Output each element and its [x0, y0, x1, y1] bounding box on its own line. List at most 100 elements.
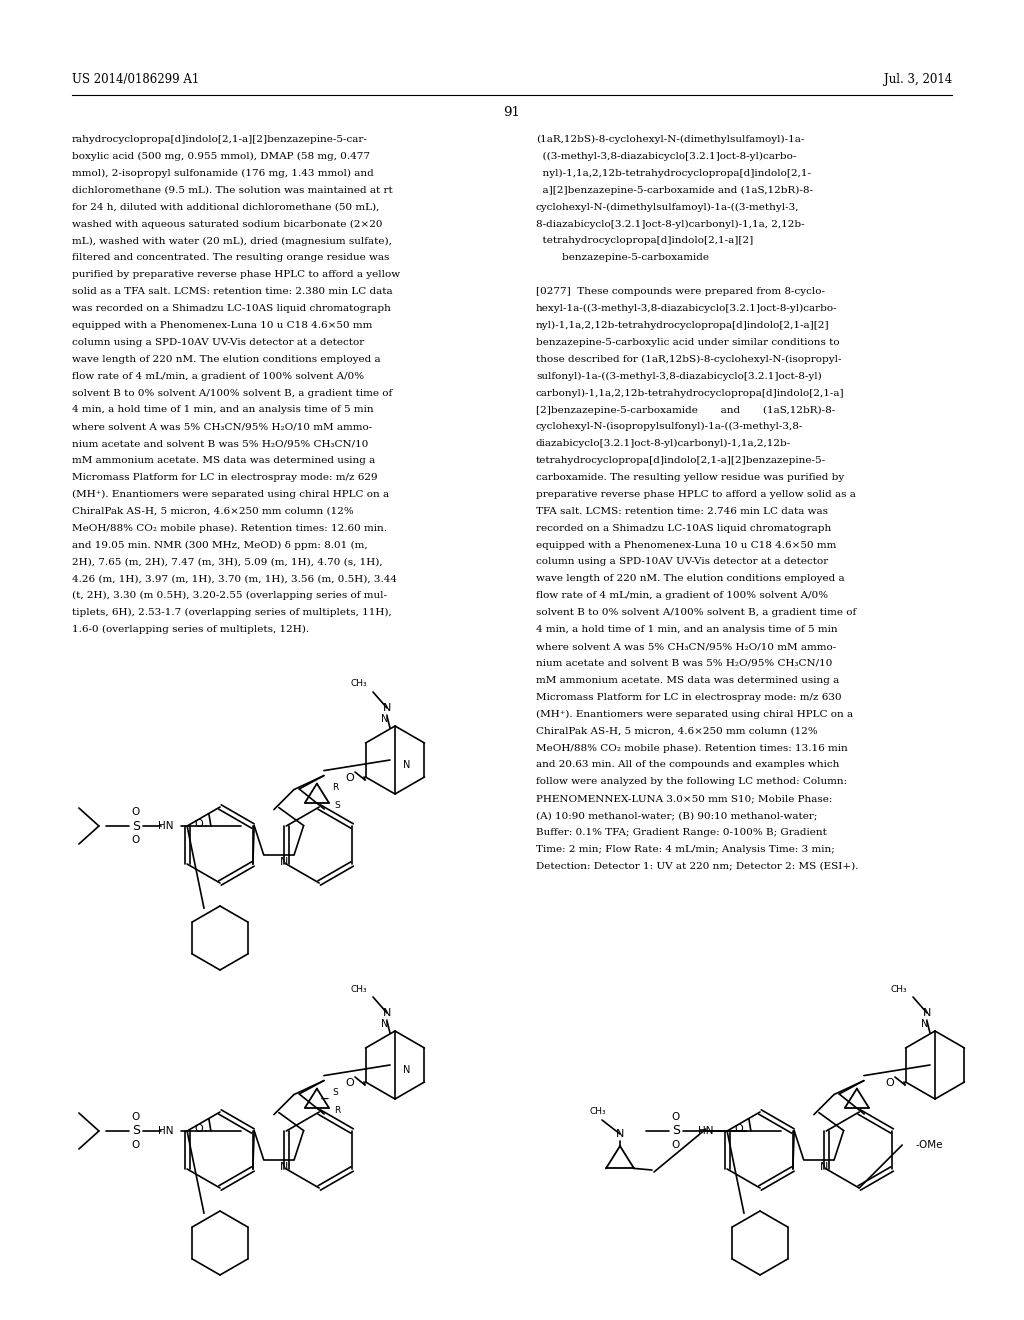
Text: R: R — [332, 783, 338, 792]
Text: O: O — [734, 1125, 743, 1134]
Text: CH₃: CH₃ — [590, 1107, 606, 1117]
Text: CH₃: CH₃ — [350, 680, 367, 689]
Text: 4 min, a hold time of 1 min, and an analysis time of 5 min: 4 min, a hold time of 1 min, and an anal… — [72, 405, 374, 414]
Text: Micromass Platform for LC in electrospray mode: m/z 629: Micromass Platform for LC in electrospra… — [72, 473, 378, 482]
Text: (MH⁺). Enantiomers were separated using chiral HPLC on a: (MH⁺). Enantiomers were separated using … — [72, 490, 389, 499]
Text: wave length of 220 nM. The elution conditions employed a: wave length of 220 nM. The elution condi… — [72, 355, 381, 364]
Text: O: O — [132, 1111, 140, 1122]
Text: Detection: Detector 1: UV at 220 nm; Detector 2: MS (ESI+).: Detection: Detector 1: UV at 220 nm; Det… — [536, 862, 858, 871]
Text: -OMe: -OMe — [915, 1140, 943, 1150]
Text: TFA salt. LCMS: retention time: 2.746 min LC data was: TFA salt. LCMS: retention time: 2.746 mi… — [536, 507, 828, 516]
Text: sulfonyl)-1a-((3-methyl-3,8-diazabicyclo[3.2.1]oct-8-yl): sulfonyl)-1a-((3-methyl-3,8-diazabicyclo… — [536, 372, 821, 380]
Text: O: O — [132, 807, 140, 817]
Text: N: N — [381, 714, 389, 723]
Text: tiplets, 6H), 2.53-1.7 (overlapping series of multiplets, 11H),: tiplets, 6H), 2.53-1.7 (overlapping seri… — [72, 609, 392, 618]
Text: Buffer: 0.1% TFA; Gradient Range: 0-100% B; Gradient: Buffer: 0.1% TFA; Gradient Range: 0-100%… — [536, 828, 826, 837]
Text: dichloromethane (9.5 mL). The solution was maintained at rt: dichloromethane (9.5 mL). The solution w… — [72, 186, 393, 195]
Text: and 20.63 min. All of the compounds and examples which: and 20.63 min. All of the compounds and … — [536, 760, 840, 770]
Text: equipped with a Phenomenex-Luna 10 u C18 4.6×50 mm: equipped with a Phenomenex-Luna 10 u C18… — [536, 541, 837, 549]
Text: N: N — [615, 1129, 625, 1139]
Text: O: O — [346, 1078, 354, 1088]
Text: N: N — [820, 1162, 828, 1172]
Text: O: O — [672, 1140, 680, 1150]
Text: column using a SPD-10AV UV-Vis detector at a detector: column using a SPD-10AV UV-Vis detector … — [536, 557, 828, 566]
Text: a][2]benzazepine-5-carboxamide and (1aS,12bR)-8-: a][2]benzazepine-5-carboxamide and (1aS,… — [536, 186, 813, 195]
Text: solvent B to 0% solvent A/100% solvent B, a gradient time of: solvent B to 0% solvent A/100% solvent B… — [536, 609, 856, 618]
Text: CH₃: CH₃ — [350, 985, 367, 994]
Text: N: N — [923, 1008, 931, 1018]
Text: O: O — [132, 1140, 140, 1150]
Text: S: S — [672, 1125, 680, 1138]
Text: recorded on a Shimadzu LC-10AS liquid chromatograph: recorded on a Shimadzu LC-10AS liquid ch… — [536, 524, 831, 533]
Text: flow rate of 4 mL/min, a gradient of 100% solvent A/0%: flow rate of 4 mL/min, a gradient of 100… — [536, 591, 828, 601]
Text: tetrahydrocyclopropa[d]indolo[2,1-a][2]benzazepine-5-: tetrahydrocyclopropa[d]indolo[2,1-a][2]b… — [536, 457, 826, 465]
Text: column using a SPD-10AV UV-Vis detector at a detector: column using a SPD-10AV UV-Vis detector … — [72, 338, 365, 347]
Text: O: O — [195, 818, 204, 829]
Text: (t, 2H), 3.30 (m 0.5H), 3.20-2.55 (overlapping series of mul-: (t, 2H), 3.30 (m 0.5H), 3.20-2.55 (overl… — [72, 591, 387, 601]
Text: CH₃: CH₃ — [891, 985, 907, 994]
Text: tetrahydrocyclopropa[d]indolo[2,1-a][2]: tetrahydrocyclopropa[d]indolo[2,1-a][2] — [536, 236, 754, 246]
Text: Jul. 3, 2014: Jul. 3, 2014 — [884, 74, 952, 87]
Text: nyl)-1,1a,2,12b-tetrahydrocyclopropa[d]indolo[2,1-a][2]: nyl)-1,1a,2,12b-tetrahydrocyclopropa[d]i… — [536, 321, 829, 330]
Text: (MH⁺). Enantiomers were separated using chiral HPLC on a: (MH⁺). Enantiomers were separated using … — [536, 710, 853, 718]
Text: boxylic acid (500 mg, 0.955 mmol), DMAP (58 mg, 0.477: boxylic acid (500 mg, 0.955 mmol), DMAP … — [72, 152, 370, 161]
Text: cyclohexyl-N-(isopropylsulfonyl)-1a-((3-methyl-3,8-: cyclohexyl-N-(isopropylsulfonyl)-1a-((3-… — [536, 422, 804, 432]
Text: N: N — [383, 704, 391, 713]
Text: nium acetate and solvent B was 5% H₂O/95% CH₃CN/10: nium acetate and solvent B was 5% H₂O/95… — [536, 659, 833, 668]
Text: O: O — [346, 774, 354, 783]
Text: and 19.05 min. NMR (300 MHz, MeOD) δ ppm: 8.01 (m,: and 19.05 min. NMR (300 MHz, MeOD) δ ppm… — [72, 541, 368, 549]
Text: where solvent A was 5% CH₃CN/95% H₂O/10 mM ammo-: where solvent A was 5% CH₃CN/95% H₂O/10 … — [72, 422, 373, 432]
Text: wave length of 220 nM. The elution conditions employed a: wave length of 220 nM. The elution condi… — [536, 574, 845, 583]
Text: N: N — [383, 1008, 391, 1018]
Text: solid as a TFA salt. LCMS: retention time: 2.380 min LC data: solid as a TFA salt. LCMS: retention tim… — [72, 286, 392, 296]
Text: for 24 h, diluted with additional dichloromethane (50 mL),: for 24 h, diluted with additional dichlo… — [72, 202, 379, 211]
Text: N: N — [280, 1162, 288, 1172]
Text: equipped with a Phenomenex-Luna 10 u C18 4.6×50 mm: equipped with a Phenomenex-Luna 10 u C18… — [72, 321, 373, 330]
Text: N: N — [922, 1019, 929, 1030]
Text: mL), washed with water (20 mL), dried (magnesium sulfate),: mL), washed with water (20 mL), dried (m… — [72, 236, 392, 246]
Text: N: N — [403, 760, 411, 770]
Text: MeOH/88% CO₂ mobile phase). Retention times: 13.16 min: MeOH/88% CO₂ mobile phase). Retention ti… — [536, 743, 848, 752]
Text: 4.26 (m, 1H), 3.97 (m, 1H), 3.70 (m, 1H), 3.56 (m, 0.5H), 3.44: 4.26 (m, 1H), 3.97 (m, 1H), 3.70 (m, 1H)… — [72, 574, 397, 583]
Text: filtered and concentrated. The resulting orange residue was: filtered and concentrated. The resulting… — [72, 253, 389, 263]
Text: diazabicyclo[3.2.1]oct-8-yl)carbonyl)-1,1a,2,12b-: diazabicyclo[3.2.1]oct-8-yl)carbonyl)-1,… — [536, 440, 792, 449]
Text: solvent B to 0% solvent A/100% solvent B, a gradient time of: solvent B to 0% solvent A/100% solvent B… — [72, 388, 392, 397]
Text: was recorded on a Shimadzu LC-10AS liquid chromatograph: was recorded on a Shimadzu LC-10AS liqui… — [72, 304, 391, 313]
Text: N: N — [280, 857, 288, 867]
Text: S: S — [132, 820, 140, 833]
Text: O: O — [672, 1111, 680, 1122]
Text: MeOH/88% CO₂ mobile phase). Retention times: 12.60 min.: MeOH/88% CO₂ mobile phase). Retention ti… — [72, 524, 387, 533]
Text: 1.6-0 (overlapping series of multiplets, 12H).: 1.6-0 (overlapping series of multiplets,… — [72, 626, 309, 634]
Text: HN: HN — [159, 821, 174, 832]
Text: [0277]  These compounds were prepared from 8-cyclo-: [0277] These compounds were prepared fro… — [536, 286, 825, 296]
Text: purified by preparative reverse phase HPLC to afford a yellow: purified by preparative reverse phase HP… — [72, 271, 400, 280]
Text: rahydrocyclopropa[d]indolo[2,1-a][2]benzazepine-5-car-: rahydrocyclopropa[d]indolo[2,1-a][2]benz… — [72, 135, 368, 144]
Text: HN: HN — [698, 1126, 714, 1137]
Text: follow were analyzed by the following LC method: Column:: follow were analyzed by the following LC… — [536, 777, 847, 787]
Text: ((3-methyl-3,8-diazabicyclo[3.2.1]oct-8-yl)carbo-: ((3-methyl-3,8-diazabicyclo[3.2.1]oct-8-… — [536, 152, 797, 161]
Text: ChiralPak AS-H, 5 micron, 4.6×250 mm column (12%: ChiralPak AS-H, 5 micron, 4.6×250 mm col… — [72, 507, 353, 516]
Text: benzazepine-5-carboxamide: benzazepine-5-carboxamide — [536, 253, 709, 263]
Text: S: S — [132, 1125, 140, 1138]
Text: HN: HN — [159, 1126, 174, 1137]
Text: 2H), 7.65 (m, 2H), 7.47 (m, 3H), 5.09 (m, 1H), 4.70 (s, 1H),: 2H), 7.65 (m, 2H), 7.47 (m, 3H), 5.09 (m… — [72, 557, 383, 566]
Text: [2]benzazepine-5-carboxamide       and       (1aS,12bR)-8-: [2]benzazepine-5-carboxamide and (1aS,12… — [536, 405, 836, 414]
Text: (A) 10:90 methanol-water; (B) 90:10 methanol-water;: (A) 10:90 methanol-water; (B) 90:10 meth… — [536, 810, 817, 820]
Text: carbonyl)-1,1a,2,12b-tetrahydrocyclopropa[d]indolo[2,1-a]: carbonyl)-1,1a,2,12b-tetrahydrocycloprop… — [536, 388, 845, 397]
Text: where solvent A was 5% CH₃CN/95% H₂O/10 mM ammo-: where solvent A was 5% CH₃CN/95% H₂O/10 … — [536, 642, 837, 651]
Text: preparative reverse phase HPLC to afford a yellow solid as a: preparative reverse phase HPLC to afford… — [536, 490, 856, 499]
Text: nyl)-1,1a,2,12b-tetrahydrocyclopropa[d]indolo[2,1-: nyl)-1,1a,2,12b-tetrahydrocyclopropa[d]i… — [536, 169, 811, 178]
Text: flow rate of 4 mL/min, a gradient of 100% solvent A/0%: flow rate of 4 mL/min, a gradient of 100… — [72, 372, 365, 380]
Text: hexyl-1a-((3-methyl-3,8-diazabicyclo[3.2.1]oct-8-yl)carbo-: hexyl-1a-((3-methyl-3,8-diazabicyclo[3.2… — [536, 304, 838, 313]
Text: N: N — [381, 1019, 389, 1030]
Text: PHENOMENNEX-LUNA 3.0×50 mm S10; Mobile Phase:: PHENOMENNEX-LUNA 3.0×50 mm S10; Mobile P… — [536, 795, 833, 803]
Text: ChiralPak AS-H, 5 micron, 4.6×250 mm column (12%: ChiralPak AS-H, 5 micron, 4.6×250 mm col… — [536, 726, 818, 735]
Text: washed with aqueous saturated sodium bicarbonate (2×20: washed with aqueous saturated sodium bic… — [72, 219, 383, 228]
Text: cyclohexyl-N-(dimethylsulfamoyl)-1a-((3-methyl-3,: cyclohexyl-N-(dimethylsulfamoyl)-1a-((3-… — [536, 202, 800, 211]
Text: carboxamide. The resulting yellow residue was purified by: carboxamide. The resulting yellow residu… — [536, 473, 844, 482]
Text: 91: 91 — [504, 106, 520, 119]
Text: mM ammonium acetate. MS data was determined using a: mM ammonium acetate. MS data was determi… — [72, 457, 375, 465]
Text: Time: 2 min; Flow Rate: 4 mL/min; Analysis Time: 3 min;: Time: 2 min; Flow Rate: 4 mL/min; Analys… — [536, 845, 835, 854]
Text: US 2014/0186299 A1: US 2014/0186299 A1 — [72, 74, 200, 87]
Text: S: S — [332, 1088, 338, 1097]
